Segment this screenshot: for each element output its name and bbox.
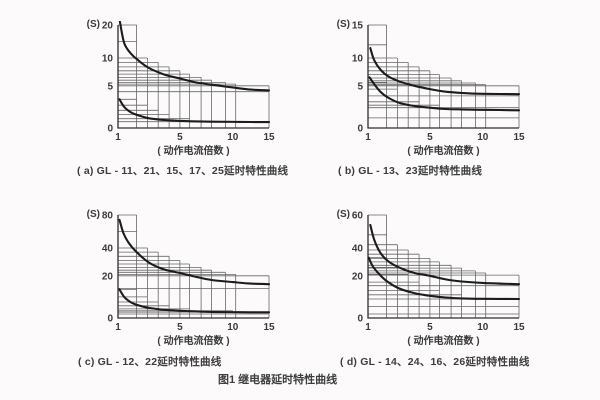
x-axis-label: ( 动作电流倍数 ) (407, 144, 479, 157)
lower-limit-curve (118, 288, 271, 314)
y-tick-label: 20 (102, 271, 114, 282)
tolerance-grid (368, 214, 520, 318)
chart-d: 60 40 20 0 1 5 10 15 (S)( 动作电流倍数 ) (300, 198, 550, 358)
axes (367, 215, 519, 319)
x-tick-label: 15 (263, 132, 275, 143)
y-tick-label: 20 (352, 271, 364, 282)
y-tick-label: 80 (102, 211, 114, 222)
y-tick-label: 5 (357, 81, 363, 92)
x-tick-label: 5 (177, 322, 183, 333)
y-axis-unit-label: (S) (87, 209, 100, 220)
y-tick-label: 40 (102, 244, 114, 255)
x-tick-label: 10 (477, 132, 489, 143)
x-tick-label: 15 (513, 132, 525, 143)
y-tick-label: 15 (352, 21, 364, 32)
x-axis-label: ( 动作电流倍数 ) (157, 144, 229, 157)
upper-limit-curve (369, 47, 521, 96)
x-tick-label: 5 (427, 322, 433, 333)
lower-limit-curve (367, 256, 521, 301)
axes (117, 25, 269, 129)
tolerance-grid (368, 24, 520, 128)
x-tick-label: 1 (115, 132, 121, 143)
y-tick-label: 5 (107, 81, 113, 92)
chart-a: 20 10 5 0 1 5 10 15 (S)( 动作电流倍数 ) (50, 8, 300, 168)
upper-limit-curve (118, 21, 271, 92)
tolerance-grid (118, 214, 270, 318)
y-tick-label: 0 (107, 314, 113, 325)
upper-limit-curve (118, 218, 271, 286)
x-tick-label: 10 (477, 322, 489, 333)
limit-curves (368, 47, 521, 112)
x-tick-label: 5 (427, 132, 433, 143)
x-tick-label: 1 (365, 132, 371, 143)
lower-limit-curve (118, 98, 271, 124)
y-tick-label: 20 (102, 21, 114, 32)
y-tick-label: 10 (102, 54, 114, 65)
y-tick-label: 10 (352, 54, 364, 65)
y-axis-unit-label: (S) (337, 209, 350, 220)
y-tick-label: 0 (357, 314, 363, 325)
figure-title: 图1 继电器延时特性曲线 (218, 374, 338, 386)
x-axis-label: ( 动作电流倍数 ) (407, 334, 479, 347)
x-axis-label: ( 动作电流倍数 ) (157, 334, 229, 347)
chart-a-caption: ( a) GL - 11、21、15、17、25延时特性曲线 (77, 165, 289, 177)
y-tick-label: 0 (107, 124, 113, 135)
x-tick-label: 1 (115, 322, 121, 333)
limit-curves (118, 21, 271, 124)
chart-c-caption: ( c) GL - 12、22延时特性曲线 (78, 356, 222, 368)
chart-c: 80 40 20 0 1 5 10 15 (S)( 动作电流倍数 ) (50, 198, 300, 358)
tolerance-grid (118, 24, 270, 128)
x-tick-label: 10 (227, 322, 239, 333)
x-tick-label: 5 (177, 132, 183, 143)
y-axis-unit-label: (S) (337, 19, 350, 30)
chart-b: 15 10 5 0 1 5 10 15 (S)( 动作电流倍数 ) (300, 8, 550, 168)
y-tick-label: 40 (352, 244, 364, 255)
chart-d-caption: ( d) GL - 14、24、16、26延时特性曲线 (340, 356, 530, 368)
axes (117, 215, 269, 319)
upper-limit-curve (369, 223, 521, 286)
y-axis-unit-label: (S) (87, 19, 100, 30)
limit-curves (118, 218, 271, 314)
y-tick-label: 0 (357, 124, 363, 135)
limit-curves (367, 223, 521, 301)
x-tick-label: 15 (263, 322, 275, 333)
y-tick-label: 60 (352, 211, 364, 222)
lower-limit-curve (368, 76, 521, 112)
x-tick-label: 1 (365, 322, 371, 333)
x-tick-label: 10 (227, 132, 239, 143)
axes (367, 25, 519, 129)
x-tick-label: 15 (513, 322, 525, 333)
chart-b-caption: ( b) GL - 13、23延时特性曲线 (338, 165, 483, 177)
